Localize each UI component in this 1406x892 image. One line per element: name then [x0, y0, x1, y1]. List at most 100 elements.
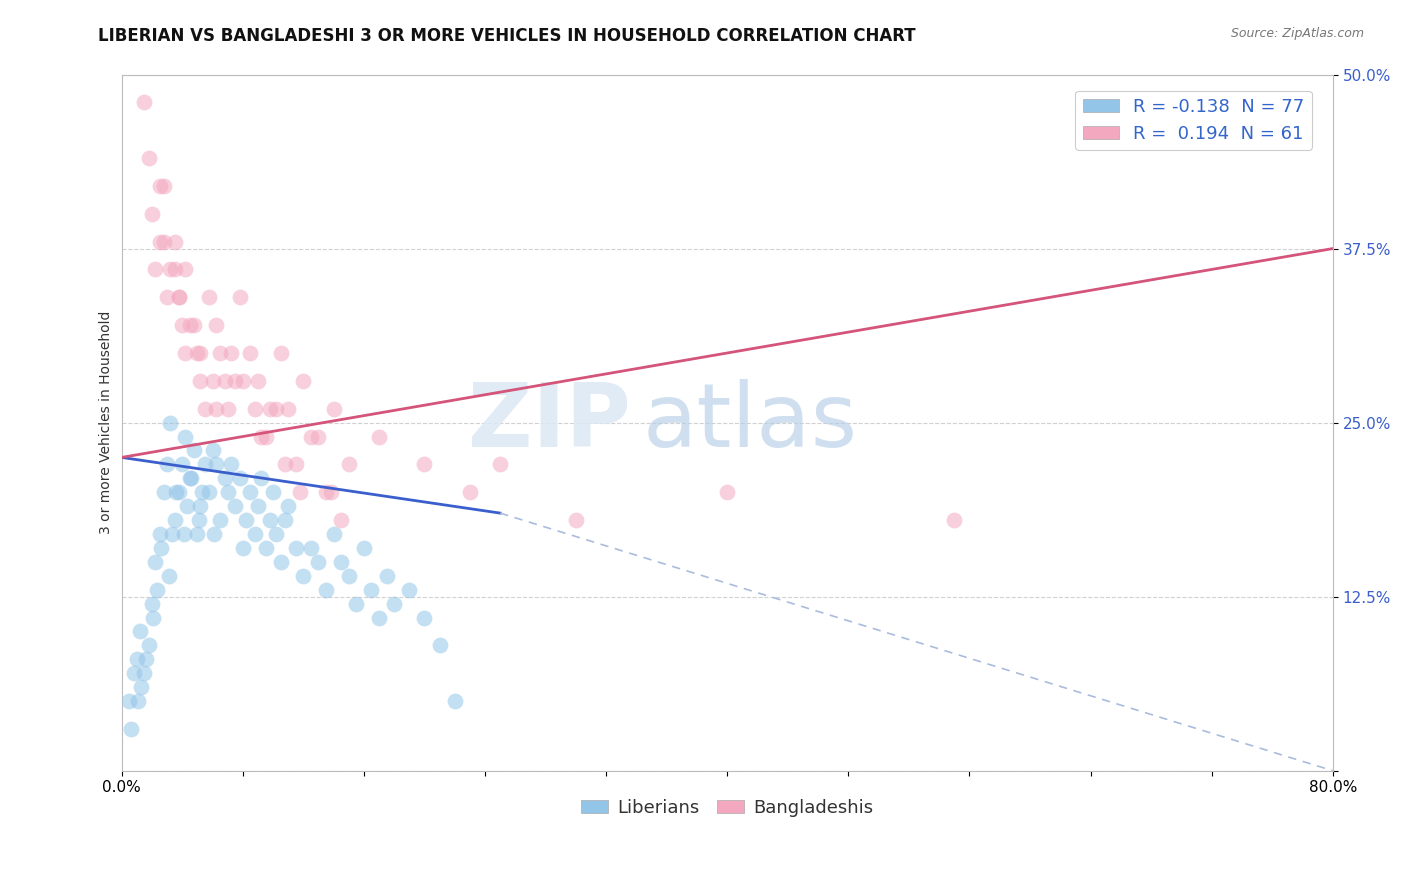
- Point: [224, 499, 246, 513]
- Point: [186, 527, 208, 541]
- Point: [337, 458, 360, 472]
- Point: [183, 443, 205, 458]
- Point: [153, 485, 176, 500]
- Point: [330, 555, 353, 569]
- Point: [148, 527, 170, 541]
- Point: [172, 318, 194, 333]
- Point: [232, 374, 254, 388]
- Point: [290, 485, 312, 500]
- Point: [217, 401, 239, 416]
- Point: [284, 541, 307, 555]
- Point: [308, 429, 330, 443]
- Point: [165, 485, 187, 500]
- Point: [214, 374, 236, 388]
- Point: [458, 485, 481, 500]
- Point: [157, 568, 180, 582]
- Point: [353, 541, 375, 555]
- Point: [187, 513, 209, 527]
- Point: [262, 485, 284, 500]
- Legend: Liberians, Bangladeshis: Liberians, Bangladeshis: [574, 792, 880, 824]
- Text: Source: ZipAtlas.com: Source: ZipAtlas.com: [1230, 27, 1364, 40]
- Point: [243, 401, 266, 416]
- Point: [194, 401, 217, 416]
- Point: [254, 541, 277, 555]
- Text: atlas: atlas: [643, 379, 858, 467]
- Point: [183, 318, 205, 333]
- Y-axis label: 3 or more Vehicles in Household: 3 or more Vehicles in Household: [100, 311, 114, 534]
- Point: [141, 207, 163, 221]
- Point: [264, 401, 287, 416]
- Point: [413, 610, 436, 624]
- Text: LIBERIAN VS BANGLADESHI 3 OR MORE VEHICLES IN HOUSEHOLD CORRELATION CHART: LIBERIAN VS BANGLADESHI 3 OR MORE VEHICL…: [98, 27, 917, 45]
- Point: [134, 666, 156, 681]
- Point: [299, 541, 322, 555]
- Point: [141, 597, 163, 611]
- Point: [375, 568, 398, 582]
- Point: [134, 95, 156, 110]
- Point: [264, 527, 287, 541]
- Point: [150, 541, 173, 555]
- Point: [217, 485, 239, 500]
- Point: [315, 485, 337, 500]
- Point: [160, 527, 183, 541]
- Point: [204, 318, 226, 333]
- Point: [118, 694, 141, 708]
- Point: [163, 235, 186, 249]
- Point: [250, 471, 273, 485]
- Point: [246, 499, 269, 513]
- Point: [179, 471, 201, 485]
- Point: [201, 374, 224, 388]
- Point: [138, 151, 160, 165]
- Point: [274, 513, 297, 527]
- Point: [360, 582, 382, 597]
- Point: [270, 555, 292, 569]
- Point: [292, 374, 315, 388]
- Point: [145, 582, 167, 597]
- Point: [259, 401, 281, 416]
- Point: [128, 624, 150, 639]
- Point: [180, 471, 202, 485]
- Point: [250, 429, 273, 443]
- Point: [274, 458, 297, 472]
- Point: [308, 555, 330, 569]
- Point: [344, 597, 367, 611]
- Point: [565, 513, 588, 527]
- Point: [174, 346, 197, 360]
- Point: [190, 499, 212, 513]
- Point: [259, 513, 281, 527]
- Point: [277, 401, 299, 416]
- Point: [186, 346, 208, 360]
- Point: [156, 458, 179, 472]
- Text: ZIP: ZIP: [468, 379, 630, 467]
- Point: [235, 513, 257, 527]
- Point: [179, 318, 201, 333]
- Point: [135, 652, 157, 666]
- Point: [277, 499, 299, 513]
- Point: [172, 458, 194, 472]
- Point: [120, 722, 142, 736]
- Point: [167, 290, 190, 304]
- Point: [368, 610, 391, 624]
- Point: [143, 262, 166, 277]
- Point: [489, 458, 512, 472]
- Point: [167, 485, 190, 500]
- Point: [163, 513, 186, 527]
- Point: [202, 527, 225, 541]
- Point: [292, 568, 315, 582]
- Point: [229, 290, 252, 304]
- Point: [337, 568, 360, 582]
- Point: [943, 513, 966, 527]
- Point: [122, 666, 145, 681]
- Point: [176, 499, 198, 513]
- Point: [219, 458, 242, 472]
- Point: [716, 485, 738, 500]
- Point: [148, 235, 170, 249]
- Point: [270, 346, 292, 360]
- Point: [322, 401, 344, 416]
- Point: [398, 582, 420, 597]
- Point: [174, 429, 197, 443]
- Point: [156, 290, 179, 304]
- Point: [153, 178, 176, 193]
- Point: [214, 471, 236, 485]
- Point: [232, 541, 254, 555]
